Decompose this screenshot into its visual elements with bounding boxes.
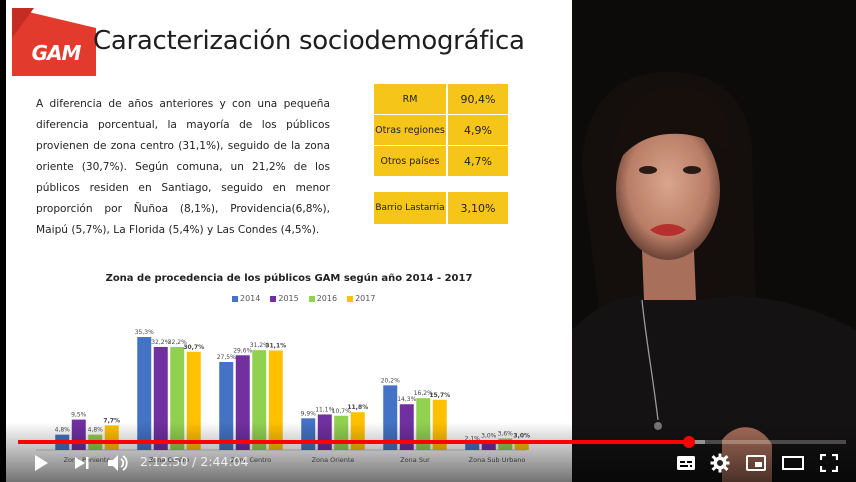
theater-icon [782, 456, 804, 470]
data-label: 7,7% [103, 417, 120, 424]
legend-label: 2014 [240, 294, 261, 303]
data-label: 31,2% [250, 342, 269, 349]
played-bar [18, 440, 689, 444]
slide-paragraph: A diferencia de años anteriores y con un… [36, 98, 330, 236]
stat-row-otros-paises: Otros países 4,7% [374, 146, 508, 176]
settings-button[interactable] [706, 448, 734, 478]
presentation-slide [6, 0, 572, 482]
legend-item: 2016 [308, 294, 338, 303]
logo-text: GAM [32, 41, 82, 65]
time-separator: / [192, 454, 197, 469]
legend-label: 2017 [355, 294, 376, 303]
controls-gradient [0, 422, 856, 482]
stat-label: Otros países [374, 146, 446, 176]
play-button[interactable] [26, 448, 56, 478]
data-label: 32,2% [168, 339, 187, 346]
slide-title: Caracterización sociodemográfica [93, 26, 525, 56]
data-label: 31,1% [265, 342, 286, 349]
data-label: 29,6% [233, 347, 252, 354]
bar-2014-1 [137, 337, 152, 450]
data-label: 35,3% [135, 329, 154, 336]
play-icon [35, 455, 48, 471]
data-label: 10,7% [332, 408, 351, 415]
stat-row-rm: RM 90,4% [374, 84, 508, 114]
fullscreen-button[interactable] [814, 448, 844, 478]
data-label: 27,5% [217, 354, 236, 361]
legend-swatch [308, 295, 315, 302]
next-button[interactable] [68, 448, 96, 478]
legend-item: 2017 [347, 294, 375, 303]
data-label: 11,8% [347, 404, 368, 411]
data-label: 14,3% [397, 396, 416, 403]
chart-legend: 2014 2015 2016 2017 [232, 294, 375, 303]
legend-swatch [232, 295, 238, 302]
stat-value: 90,4% [448, 84, 508, 114]
progress-bar[interactable] [18, 436, 846, 448]
volume-icon [108, 455, 128, 471]
stat-label: RM [374, 84, 446, 114]
miniplayer-icon [746, 455, 766, 471]
stat-label: Barrio Lastarria [374, 192, 446, 224]
scrubber-handle[interactable] [682, 436, 695, 448]
fullscreen-icon [820, 454, 838, 472]
legend-item: 2014 [232, 294, 260, 303]
stat-value: 4,9% [448, 115, 508, 145]
legend-label: 2016 [316, 294, 338, 303]
data-label: 9,9% [301, 410, 317, 417]
volume-button[interactable] [104, 448, 132, 478]
data-label: 16,2% [414, 390, 433, 397]
data-label: 30,7% [183, 344, 204, 351]
next-icon [75, 457, 89, 469]
duration: 2:44:04 [200, 454, 249, 469]
settings-icon [710, 453, 730, 473]
stat-label: Otras regiones [374, 115, 446, 145]
current-time: 2:12:50 [140, 454, 189, 469]
subtitles-button[interactable] [672, 448, 700, 478]
data-label: 32,2% [151, 339, 170, 346]
data-label: 20,2% [381, 377, 400, 384]
stat-row-otras-regiones: Otras regiones 4,9% [374, 115, 508, 145]
legend-item: 2015 [270, 294, 299, 303]
player-controls: 2:12:50 / 2:44:04 [0, 448, 856, 478]
miniplayer-button[interactable] [742, 448, 770, 478]
legend-swatch [270, 295, 277, 302]
gam-logo: GAM [12, 8, 96, 76]
theater-mode-button[interactable] [778, 448, 808, 478]
data-label: 9,5% [71, 412, 87, 419]
data-label: 15,7% [429, 392, 450, 399]
stat-row-barrio-lastarria: Barrio Lastarria 3,10% [374, 192, 508, 224]
stat-value: 4,7% [448, 146, 508, 176]
chart-title: Zona de procedencia de los públicos GAM … [105, 273, 473, 284]
subtitles-icon [677, 456, 695, 470]
time-display: 2:12:50 / 2:44:04 [140, 454, 249, 469]
presenter-video [572, 0, 856, 482]
stat-value: 3,10% [448, 192, 508, 224]
data-label: 11,1% [315, 406, 334, 413]
legend-label: 2015 [278, 294, 299, 303]
legend-swatch [347, 295, 354, 302]
